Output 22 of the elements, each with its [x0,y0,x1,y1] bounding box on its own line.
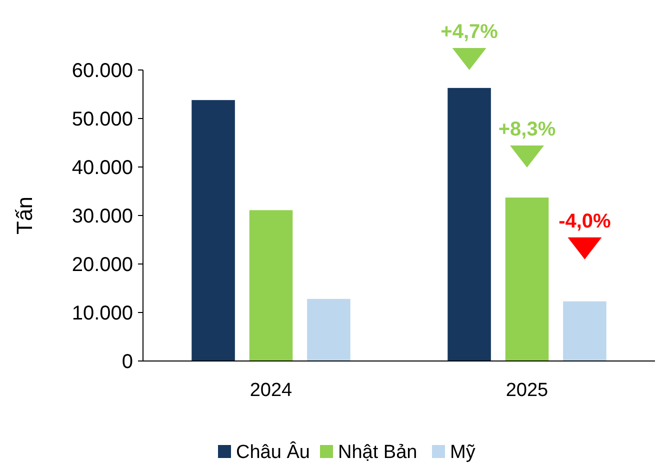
bar [307,298,350,361]
bar [249,210,293,361]
y-tick-label: 40.000 [72,157,133,179]
bar [563,301,606,361]
legend-label: Mỹ [450,442,476,463]
legend-label: Châu Âu [236,441,310,463]
bar [448,88,491,361]
x-tick-label: 2025 [506,380,548,401]
y-tick-label: 10.000 [72,302,133,324]
y-tick-label: 0 [122,351,133,373]
y-tick-label: 50.000 [72,108,133,130]
y-tick-label: 30.000 [72,206,133,228]
y-tick-label: 20.000 [72,254,133,276]
bar [192,100,235,361]
legend-label: Nhật Bản [338,442,418,463]
bar [505,198,549,361]
annotation: -4,0% [558,210,612,232]
y-tick-label: 60.000 [72,60,133,82]
text: +4,7% [440,20,498,43]
x-tick-label: 2024 [250,380,293,401]
annotation: +8,3% [498,118,556,141]
y-axis-title: Tấn [12,196,37,234]
